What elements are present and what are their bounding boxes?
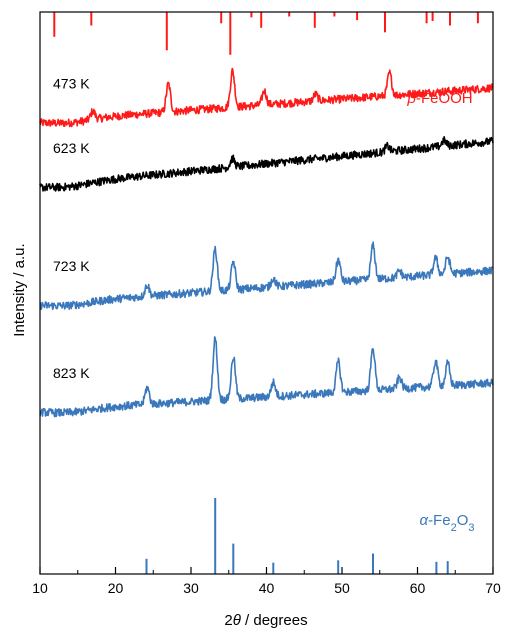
x-tick-label: 30 <box>183 580 199 596</box>
alpha-symbol: α <box>420 512 429 529</box>
x-axis-title-part: / degrees <box>241 612 308 629</box>
trace-label: 623 K <box>53 140 90 156</box>
subscript: 2 <box>451 522 457 534</box>
trace-labels: 473 K 623 K 723 K 823 K <box>53 76 90 381</box>
trace-623-k <box>39 136 494 192</box>
x-tick-label: 50 <box>334 580 350 596</box>
beta-symbol: β <box>406 90 416 107</box>
reference-label-text: -FeOOH <box>416 90 473 107</box>
y-axis-title: Intensity / a.u. <box>11 243 28 336</box>
traces-layer <box>39 67 494 418</box>
trace-label: 473 K <box>53 76 90 92</box>
x-axis-title-part: 2 <box>224 612 232 629</box>
reference-label-alpha-fe2o3: α-Fe2O3 <box>420 512 475 534</box>
x-tick-label: 60 <box>410 580 426 596</box>
x-axis: 10 20 30 40 50 60 70 <box>32 567 501 596</box>
trace-label: 723 K <box>53 258 90 274</box>
theta-symbol: θ <box>233 612 241 629</box>
x-tick-label: 70 <box>485 580 501 596</box>
trace-label: 823 K <box>53 365 90 381</box>
reference-label-text: O <box>457 512 469 529</box>
x-tick-label: 20 <box>108 580 124 596</box>
subscript: 3 <box>468 522 474 534</box>
reference-sticks-layer <box>53 12 479 574</box>
x-tick-label: 40 <box>259 580 275 596</box>
trace-723-k <box>39 241 494 311</box>
trace-473-k <box>39 67 494 128</box>
reference-label-beta-feooh: β-FeOOH <box>406 90 472 107</box>
x-axis-title: 2θ / degrees <box>224 612 307 629</box>
reference-label-text: -Fe <box>428 512 451 529</box>
trace-823-k <box>39 336 494 418</box>
x-tick-label: 10 <box>32 580 48 596</box>
